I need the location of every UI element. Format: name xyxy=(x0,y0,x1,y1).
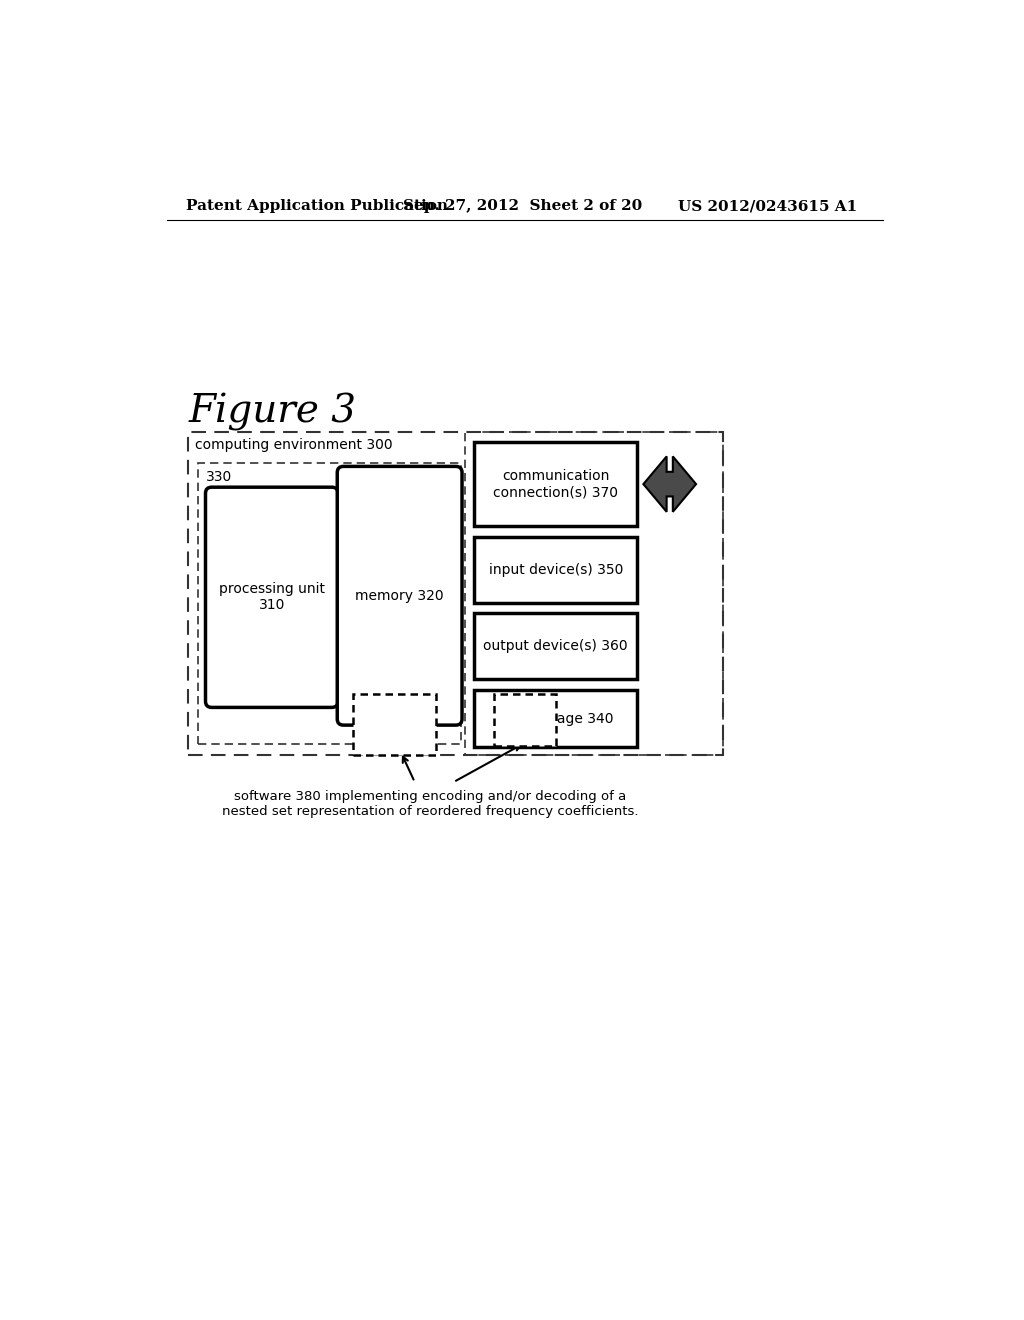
Bar xyxy=(474,442,637,527)
Text: storage 340: storage 340 xyxy=(529,711,613,726)
Text: software 380 implementing encoding and/or decoding of a
nested set representatio: software 380 implementing encoding and/o… xyxy=(222,789,639,818)
Text: Figure 3: Figure 3 xyxy=(188,393,356,432)
Text: Patent Application Publication: Patent Application Publication xyxy=(186,199,449,213)
Bar xyxy=(465,432,723,755)
Text: communication
connection(s) 370: communication connection(s) 370 xyxy=(494,469,618,499)
Text: 330: 330 xyxy=(206,470,231,484)
Bar xyxy=(198,462,461,743)
FancyBboxPatch shape xyxy=(337,466,462,725)
Polygon shape xyxy=(643,457,696,512)
Bar xyxy=(474,537,637,603)
Text: US 2012/0243615 A1: US 2012/0243615 A1 xyxy=(678,199,857,213)
Text: memory 320: memory 320 xyxy=(355,589,444,603)
Text: output device(s) 360: output device(s) 360 xyxy=(483,639,628,653)
Text: computing environment 300: computing environment 300 xyxy=(195,438,392,451)
Bar xyxy=(474,614,637,678)
Bar xyxy=(494,693,556,746)
Bar xyxy=(352,693,436,755)
Bar xyxy=(188,432,723,755)
Bar xyxy=(474,689,637,747)
Text: input device(s) 350: input device(s) 350 xyxy=(488,562,623,577)
Text: Sep. 27, 2012  Sheet 2 of 20: Sep. 27, 2012 Sheet 2 of 20 xyxy=(403,199,642,213)
Text: processing unit
310: processing unit 310 xyxy=(219,582,325,612)
FancyBboxPatch shape xyxy=(206,487,338,708)
